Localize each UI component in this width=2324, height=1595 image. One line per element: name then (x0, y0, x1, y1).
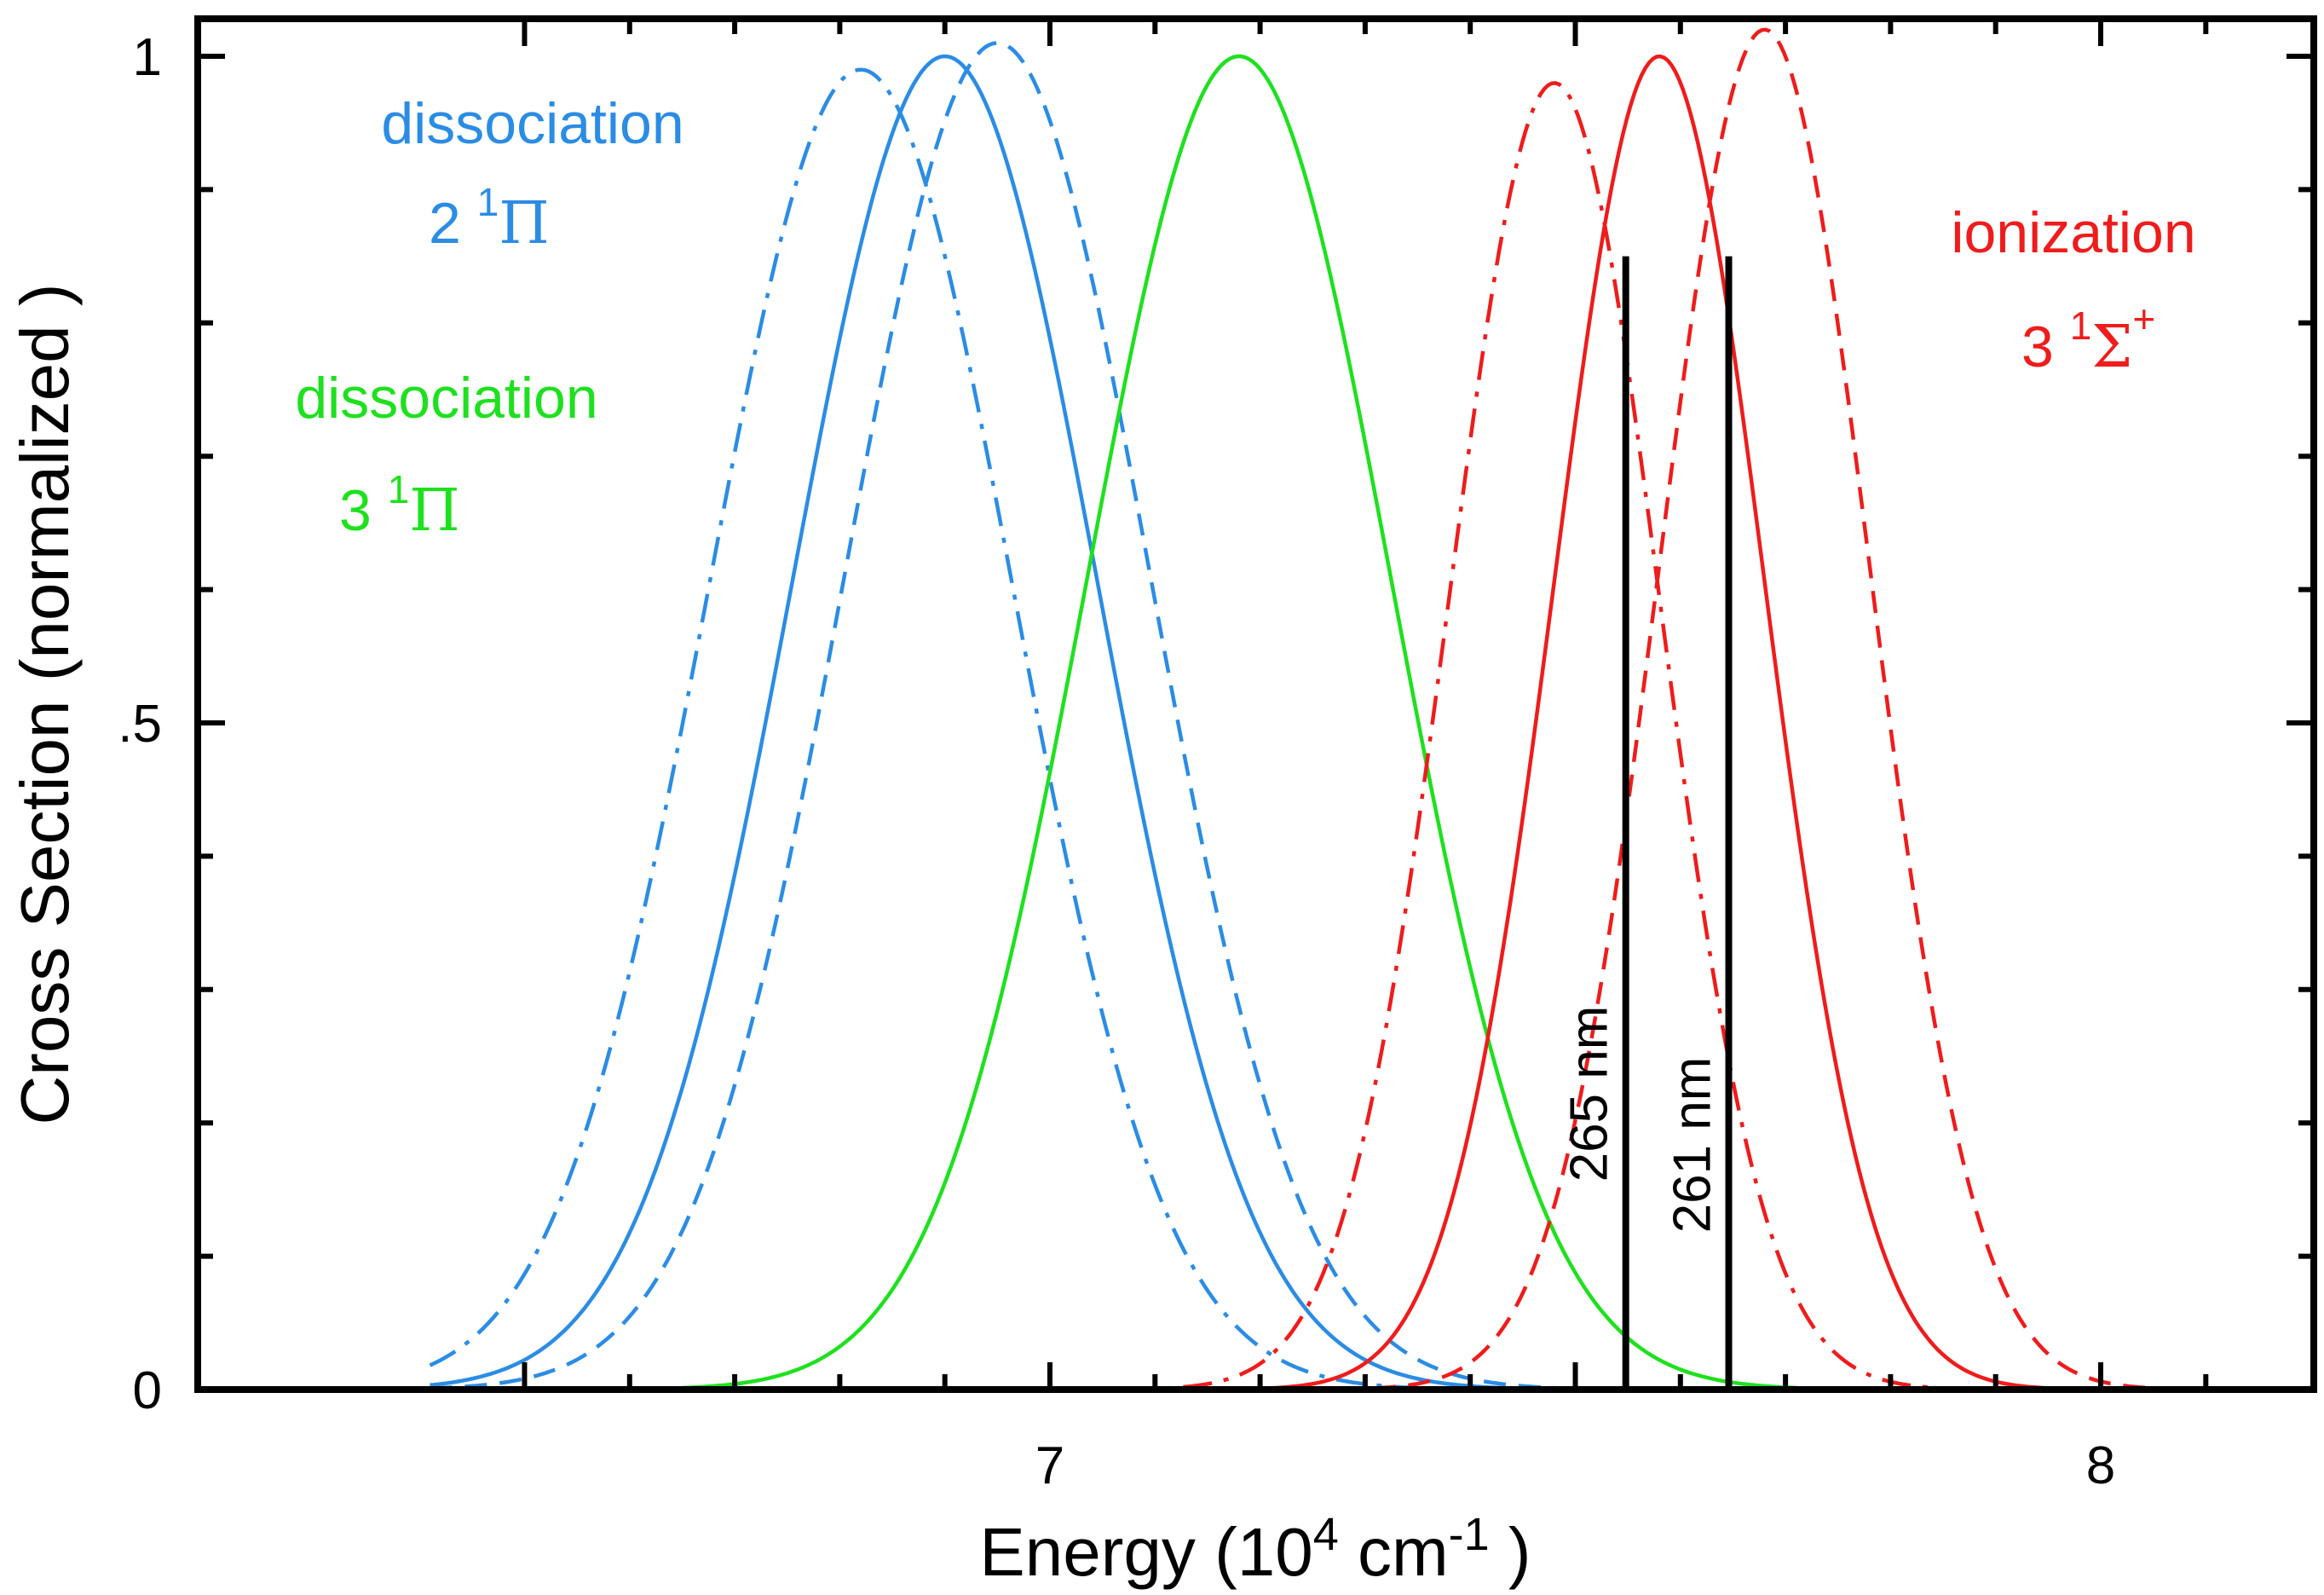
y-tick-label: 1 (133, 28, 162, 87)
plot-frame (194, 15, 2317, 1393)
curve-red-dashed (430, 27, 2306, 1392)
x-axis-label-base: Energy (10 (979, 1514, 1312, 1590)
marker-label-1: 265 nm (1560, 1006, 1619, 1182)
annotation-green-state: 3 1Π (339, 467, 460, 545)
annotation-green-state-number: 3 (339, 478, 388, 543)
y-tick-label: 0 (133, 1361, 162, 1420)
annotation-red-ionization: ionization (1951, 200, 2195, 265)
x-axis-label: Energy (104 cm-1 ) (979, 1509, 1531, 1590)
annotation-green-dissociation: dissociation (295, 366, 597, 431)
tick-layer: 7 80.51 (118, 19, 2314, 1495)
x-axis-label-unit: cm (1339, 1514, 1449, 1590)
curve-red-dashdot (430, 81, 2306, 1392)
marker-label-2: 261 nm (1664, 1057, 1722, 1234)
annotation-red-state-sup2: + (2132, 297, 2155, 341)
annotation-green-state-symbol: Π (409, 477, 459, 545)
annotation-blue-state-number: 2 (429, 191, 477, 256)
curve-blue-dashdot (429, 67, 2306, 1392)
annotation-blue-state-sup: 1 (477, 180, 499, 224)
y-axis-label: Cross Section (normalized ) (7, 284, 83, 1125)
x-tick-label: 8 (2086, 1436, 2115, 1495)
marker-layer: 265 nm 261 nm (1560, 256, 1733, 1390)
annotation-blue-state: 2 1Π (429, 180, 550, 257)
x-axis-label-exponent: 4 (1313, 1509, 1339, 1560)
annotation-red-state-symbol: Σ (2091, 314, 2132, 381)
annotation-green-state-sup: 1 (388, 467, 410, 511)
annotation-red-state-number: 3 (2021, 315, 2070, 379)
annotation-red-state: 3 1Σ+ (2021, 297, 2155, 381)
x-axis-label-unit-exponent: -1 (1449, 1509, 1490, 1560)
annotation-blue-dissociation: dissociation (381, 91, 683, 156)
y-tick-label: .5 (118, 695, 162, 754)
x-axis-label-close: ) (1490, 1514, 1531, 1590)
annotation-blue-state-symbol: Π (499, 190, 549, 257)
annotation-red-state-sup: 1 (2070, 303, 2092, 348)
x-tick-label: 7 (1035, 1436, 1064, 1495)
